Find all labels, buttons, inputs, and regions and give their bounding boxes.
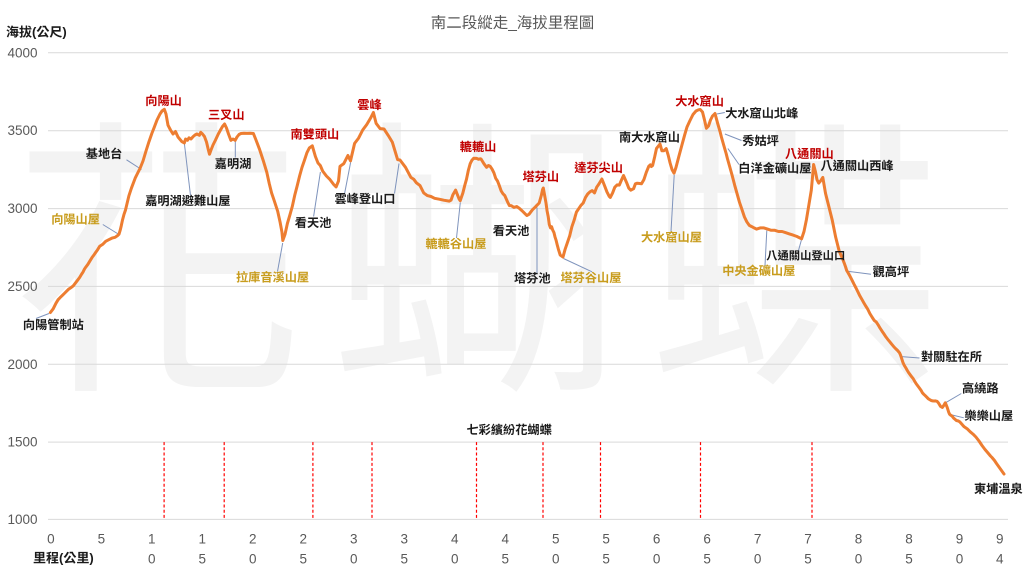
svg-text:8: 8: [905, 532, 913, 547]
svg-text:雲峰登山口: 雲峰登山口: [335, 189, 396, 207]
svg-text:觀高坪: 觀高坪: [873, 262, 910, 280]
svg-text:0: 0: [249, 552, 257, 567]
svg-text:大水窟山屋: 大水窟山屋: [641, 228, 702, 246]
svg-text:基地台: 基地台: [86, 144, 123, 162]
svg-text:0: 0: [451, 552, 459, 567]
svg-text:3: 3: [350, 532, 358, 547]
svg-text:大水窟山: 大水窟山: [675, 92, 724, 110]
svg-text:八通關山: 八通關山: [785, 144, 834, 162]
svg-text:5: 5: [602, 552, 610, 567]
svg-text:塔芬谷山屋: 塔芬谷山屋: [561, 268, 622, 286]
svg-text:0: 0: [653, 552, 661, 567]
svg-text:5: 5: [703, 552, 711, 567]
svg-text:白洋金礦山屋: 白洋金礦山屋: [738, 159, 811, 177]
svg-text:0: 0: [47, 532, 55, 547]
svg-text:5: 5: [98, 532, 106, 547]
svg-text:6: 6: [703, 532, 711, 547]
svg-text:2500: 2500: [7, 279, 37, 294]
svg-text:向陽管制站: 向陽管制站: [23, 315, 84, 333]
svg-text:5: 5: [552, 532, 560, 547]
svg-text:5: 5: [400, 552, 408, 567]
svg-text:看天池: 看天池: [295, 213, 332, 231]
svg-text:秀姑坪: 秀姑坪: [742, 131, 779, 149]
svg-text:1: 1: [199, 532, 207, 547]
svg-text:3: 3: [400, 532, 408, 547]
svg-text:0: 0: [754, 552, 762, 567]
svg-text:2000: 2000: [7, 357, 37, 372]
svg-text:里程(公里): 里程(公里): [33, 548, 94, 567]
svg-text:3000: 3000: [7, 201, 37, 216]
svg-text:5: 5: [602, 532, 610, 547]
svg-text:5: 5: [199, 552, 207, 567]
svg-text:向陽山屋: 向陽山屋: [51, 210, 100, 228]
svg-text:轆轆山: 轆轆山: [460, 137, 497, 155]
svg-text:6: 6: [653, 532, 661, 547]
svg-text:海拔(公尺): 海拔(公尺): [6, 22, 67, 41]
svg-text:7: 7: [804, 532, 812, 547]
svg-text:向陽山: 向陽山: [145, 91, 182, 109]
svg-text:七彩繽紛花蝴蝶: 七彩繽紛花蝴蝶: [467, 420, 552, 438]
svg-text:中央金礦山屋: 中央金礦山屋: [722, 261, 795, 279]
svg-text:達芬尖山: 達芬尖山: [574, 158, 623, 176]
svg-text:三叉山: 三叉山: [208, 105, 245, 123]
svg-text:雲峰: 雲峰: [357, 95, 381, 113]
svg-text:八通關山西峰: 八通關山西峰: [821, 156, 894, 174]
svg-text:5: 5: [300, 552, 308, 567]
svg-text:南大水窟山: 南大水窟山: [619, 128, 680, 146]
svg-text:2: 2: [249, 532, 257, 547]
svg-text:5: 5: [501, 552, 509, 567]
svg-text:嘉明湖: 嘉明湖: [215, 154, 252, 172]
svg-text:轆轆谷山屋: 轆轆谷山屋: [426, 234, 487, 252]
svg-text:0: 0: [855, 552, 863, 567]
svg-text:7: 7: [754, 532, 762, 547]
svg-text:4000: 4000: [7, 45, 37, 60]
svg-text:9: 9: [996, 532, 1004, 547]
svg-text:4: 4: [996, 552, 1004, 567]
svg-text:8: 8: [855, 532, 863, 547]
svg-text:9: 9: [956, 532, 964, 547]
svg-text:2: 2: [300, 532, 308, 547]
svg-text:拉庫音溪山屋: 拉庫音溪山屋: [236, 268, 309, 286]
svg-text:0: 0: [552, 552, 560, 567]
svg-text:4: 4: [501, 532, 509, 547]
svg-text:4: 4: [451, 532, 459, 547]
svg-text:高繞路: 高繞路: [962, 378, 999, 396]
svg-text:1000: 1000: [7, 512, 37, 527]
svg-text:1: 1: [148, 532, 156, 547]
svg-text:1500: 1500: [7, 435, 37, 450]
svg-text:0: 0: [350, 552, 358, 567]
svg-text:塔芬山: 塔芬山: [523, 167, 560, 185]
svg-text:塔芬池: 塔芬池: [514, 269, 551, 287]
svg-text:0: 0: [956, 552, 964, 567]
svg-text:看天池: 看天池: [493, 221, 530, 239]
svg-text:樂樂山屋: 樂樂山屋: [964, 406, 1013, 424]
svg-text:南雙頭山: 南雙頭山: [291, 124, 340, 142]
svg-text:5: 5: [905, 552, 913, 567]
svg-text:對關駐在所: 對關駐在所: [921, 347, 982, 365]
svg-text:3500: 3500: [7, 123, 37, 138]
svg-text:花蝴蝶: 花蝴蝶: [12, 30, 966, 453]
svg-text:嘉明湖避難山屋: 嘉明湖避難山屋: [145, 191, 230, 209]
svg-text:東埔溫泉: 東埔溫泉: [974, 479, 1023, 497]
svg-text:南二段縱走_海拔里程圖: 南二段縱走_海拔里程圖: [431, 11, 595, 33]
svg-text:八通關山登山口: 八通關山登山口: [766, 247, 845, 263]
svg-text:5: 5: [804, 552, 812, 567]
svg-text:大水窟山北峰: 大水窟山北峰: [725, 104, 798, 122]
svg-text:0: 0: [148, 552, 156, 567]
